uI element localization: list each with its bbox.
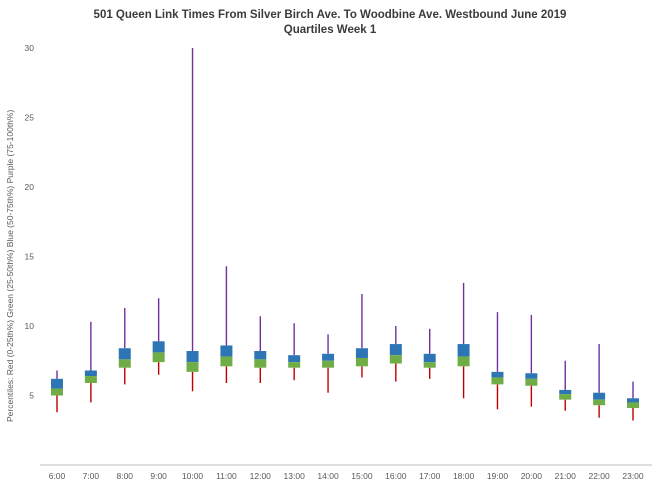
box-blue-50-75 — [152, 341, 165, 353]
box-green-25-50 — [389, 355, 402, 364]
x-tick-label: 14:00 — [317, 471, 339, 481]
box-green-25-50 — [288, 362, 301, 368]
box-blue-50-75 — [389, 344, 402, 356]
box-blue-50-75 — [288, 355, 301, 363]
box-green-25-50 — [84, 376, 97, 383]
x-tick-label: 9:00 — [150, 471, 167, 481]
box-blue-50-75 — [220, 345, 233, 357]
x-tick-label: 17:00 — [419, 471, 441, 481]
y-tick-label: 15 — [25, 252, 35, 262]
x-tick-label: 16:00 — [385, 471, 407, 481]
x-tick-label: 7:00 — [83, 471, 100, 481]
box-blue-50-75 — [457, 344, 470, 357]
box-green-25-50 — [152, 352, 165, 363]
x-tick-label: 12:00 — [250, 471, 272, 481]
box-blue-50-75 — [355, 348, 368, 358]
box-blue-50-75 — [525, 373, 538, 379]
chart-title-line2: Quartiles Week 1 — [283, 24, 377, 36]
box-blue-50-75 — [559, 389, 572, 395]
box-green-25-50 — [457, 356, 470, 367]
box-blue-50-75 — [627, 398, 639, 403]
box-green-25-50 — [593, 399, 606, 406]
x-tick-label: 22:00 — [588, 471, 610, 481]
x-tick-label: 21:00 — [555, 471, 577, 481]
box-blue-50-75 — [593, 392, 606, 400]
box-green-25-50 — [322, 360, 335, 368]
x-tick-label: 23:00 — [622, 471, 644, 481]
x-tick-label: 15:00 — [351, 471, 373, 481]
y-tick-label: 30 — [25, 43, 35, 53]
y-tick-label: 25 — [25, 113, 35, 123]
box-green-25-50 — [118, 359, 131, 368]
box-blue-50-75 — [84, 370, 97, 377]
box-blue-50-75 — [491, 371, 504, 378]
x-tick-label: 11:00 — [216, 471, 237, 481]
box-green-25-50 — [423, 362, 436, 368]
x-tick-label: 19:00 — [487, 471, 509, 481]
x-tick-label: 18:00 — [453, 471, 475, 481]
box-green-25-50 — [525, 378, 538, 386]
x-tick-label: 8:00 — [116, 471, 133, 481]
x-tick-label: 10:00 — [182, 471, 204, 481]
box-green-25-50 — [491, 377, 504, 385]
chart-title: 501 Queen Link Times From Silver Birch A… — [0, 8, 660, 38]
box-blue-50-75 — [51, 378, 63, 389]
box-blue-50-75 — [322, 353, 335, 361]
box-blue-50-75 — [118, 348, 131, 360]
y-tick-label: 20 — [25, 182, 35, 192]
box-green-25-50 — [186, 362, 199, 372]
y-tick-label: 5 — [29, 391, 34, 401]
box-green-25-50 — [220, 356, 233, 367]
x-tick-label: 13:00 — [284, 471, 306, 481]
box-green-25-50 — [51, 388, 63, 396]
box-green-25-50 — [559, 394, 572, 400]
y-tick-label: 10 — [25, 321, 35, 331]
box-blue-50-75 — [423, 353, 436, 363]
box-green-25-50 — [254, 359, 267, 368]
box-blue-50-75 — [254, 351, 267, 360]
x-tick-label: 6:00 — [49, 471, 66, 481]
box-green-25-50 — [355, 357, 368, 367]
chart-title-line1: 501 Queen Link Times From Silver Birch A… — [93, 9, 567, 21]
box-green-25-50 — [627, 402, 639, 409]
x-tick-label: 20:00 — [521, 471, 543, 481]
box-blue-50-75 — [186, 351, 199, 363]
